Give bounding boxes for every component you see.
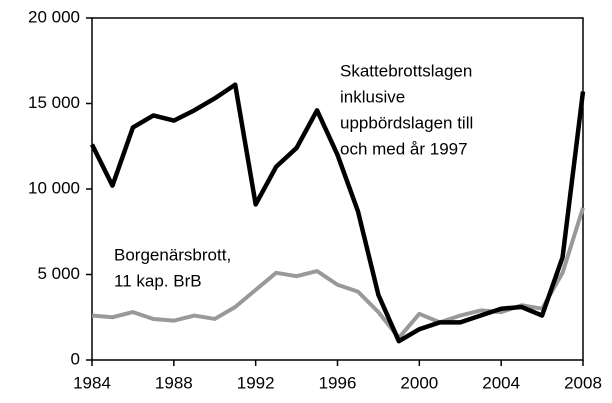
x-tick-label: 1992 (237, 373, 275, 392)
x-tick-label: 1996 (319, 373, 357, 392)
x-tick-label: 1988 (155, 373, 193, 392)
annotation: inklusive (340, 87, 405, 106)
annotation: uppbördslagen till (340, 113, 473, 132)
annotation: 11 kap. BrB (114, 271, 202, 290)
y-tick-label: 15 000 (28, 93, 80, 112)
annotation: Skattebrottslagen (340, 61, 472, 80)
x-tick-label: 2000 (400, 373, 438, 392)
y-tick-label: 5 000 (37, 264, 80, 283)
annotation: och med år 1997 (340, 139, 468, 158)
annotation: Borgenärsbrott, (114, 245, 231, 264)
x-tick-label: 2008 (564, 373, 602, 392)
series-line (89, 82, 586, 344)
y-tick-label: 20 000 (28, 7, 80, 26)
y-tick-label: 0 (71, 349, 80, 368)
y-tick-label: 10 000 (28, 178, 80, 197)
x-tick-label: 2004 (482, 373, 520, 392)
x-tick-label: 1984 (73, 373, 111, 392)
series-line (91, 207, 585, 340)
